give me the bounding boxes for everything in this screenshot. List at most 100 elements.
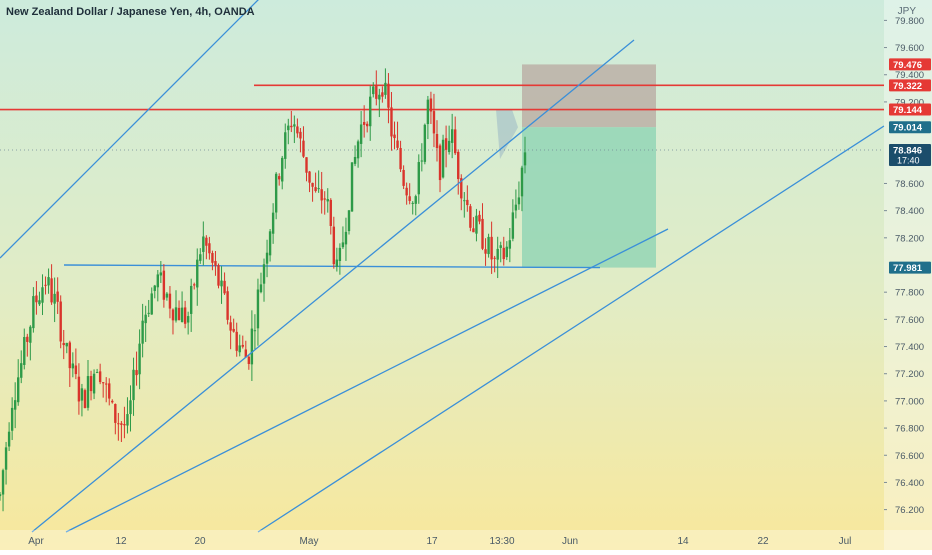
- candle[interactable]: [38, 291, 41, 306]
- candle[interactable]: [74, 348, 78, 380]
- candle[interactable]: [214, 250, 217, 276]
- candle[interactable]: [299, 128, 302, 153]
- candle[interactable]: [211, 250, 214, 271]
- candle[interactable]: [250, 310, 254, 381]
- candle[interactable]: [7, 422, 11, 451]
- candle[interactable]: [444, 125, 448, 168]
- take-profit-zone[interactable]: [522, 127, 656, 268]
- candle[interactable]: [499, 241, 502, 263]
- candle[interactable]: [123, 406, 126, 439]
- candle[interactable]: [356, 139, 360, 168]
- candle[interactable]: [235, 322, 238, 357]
- candle[interactable]: [171, 308, 175, 335]
- candle[interactable]: [423, 123, 427, 165]
- candle[interactable]: [484, 238, 487, 266]
- candle[interactable]: [4, 441, 8, 485]
- candle[interactable]: [265, 239, 269, 278]
- candle[interactable]: [517, 181, 521, 210]
- candle[interactable]: [259, 272, 263, 294]
- candle[interactable]: [177, 300, 181, 321]
- candle[interactable]: [202, 221, 205, 266]
- candle[interactable]: [217, 263, 220, 289]
- candle[interactable]: [241, 335, 244, 349]
- candle[interactable]: [329, 198, 332, 235]
- candle[interactable]: [111, 399, 114, 404]
- candle[interactable]: [332, 216, 336, 269]
- candle[interactable]: [441, 134, 445, 179]
- candle[interactable]: [384, 68, 387, 99]
- candle[interactable]: [457, 149, 460, 195]
- candle[interactable]: [472, 217, 475, 233]
- price-axis[interactable]: [884, 0, 932, 550]
- candle[interactable]: [438, 143, 442, 193]
- candle[interactable]: [372, 82, 375, 98]
- trendline-main-ascending[interactable]: [31, 39, 635, 533]
- candle[interactable]: [59, 295, 62, 349]
- candle[interactable]: [511, 199, 515, 242]
- candle[interactable]: [408, 183, 411, 205]
- candle[interactable]: [359, 111, 363, 158]
- candle[interactable]: [466, 185, 469, 212]
- candle[interactable]: [232, 318, 235, 333]
- candle[interactable]: [378, 88, 381, 118]
- candle[interactable]: [186, 311, 190, 335]
- candle[interactable]: [47, 268, 50, 294]
- candle[interactable]: [426, 95, 430, 140]
- candle[interactable]: [460, 174, 463, 211]
- candle[interactable]: [293, 115, 296, 144]
- candle[interactable]: [205, 235, 208, 260]
- candle[interactable]: [196, 248, 199, 306]
- candle[interactable]: [450, 113, 454, 159]
- candle[interactable]: [393, 121, 396, 150]
- candle[interactable]: [387, 73, 390, 124]
- candle[interactable]: [256, 278, 260, 346]
- candle[interactable]: [208, 236, 211, 260]
- candle[interactable]: [399, 140, 402, 173]
- candle[interactable]: [253, 314, 257, 350]
- candle[interactable]: [141, 303, 144, 358]
- candle[interactable]: [95, 368, 99, 374]
- candle[interactable]: [199, 248, 202, 264]
- candle[interactable]: [89, 370, 93, 401]
- candle[interactable]: [29, 325, 32, 361]
- candle[interactable]: [323, 191, 326, 215]
- candle[interactable]: [353, 145, 357, 167]
- candle[interactable]: [229, 315, 232, 350]
- candle[interactable]: [132, 357, 135, 416]
- candle[interactable]: [44, 276, 47, 295]
- candle[interactable]: [220, 266, 223, 304]
- candle[interactable]: [68, 340, 71, 387]
- candle[interactable]: [523, 136, 527, 174]
- candle[interactable]: [41, 274, 44, 316]
- candle[interactable]: [350, 162, 354, 212]
- candle[interactable]: [287, 118, 290, 145]
- trendline-lower-channel-2[interactable]: [257, 125, 885, 533]
- candle[interactable]: [277, 173, 281, 186]
- candle[interactable]: [35, 281, 38, 315]
- candle[interactable]: [26, 333, 29, 357]
- candle[interactable]: [478, 210, 481, 225]
- candle[interactable]: [174, 290, 178, 323]
- candle[interactable]: [514, 189, 518, 219]
- time-axis[interactable]: [0, 530, 932, 550]
- candle[interactable]: [53, 277, 56, 323]
- candle[interactable]: [490, 221, 493, 274]
- candle[interactable]: [23, 328, 26, 370]
- candle[interactable]: [520, 165, 524, 212]
- candle[interactable]: [505, 241, 508, 261]
- candle[interactable]: [10, 397, 14, 441]
- candle[interactable]: [469, 203, 472, 232]
- candle[interactable]: [296, 118, 299, 138]
- candle[interactable]: [65, 342, 68, 354]
- candle[interactable]: [326, 188, 329, 213]
- candle[interactable]: [117, 412, 120, 441]
- stop-loss-zone[interactable]: [522, 64, 656, 128]
- candle[interactable]: [362, 105, 366, 138]
- candle[interactable]: [417, 154, 420, 204]
- candle[interactable]: [156, 269, 160, 302]
- candle[interactable]: [414, 194, 417, 216]
- candle[interactable]: [86, 360, 90, 411]
- candle[interactable]: [365, 121, 369, 133]
- candle[interactable]: [271, 203, 275, 244]
- candle[interactable]: [305, 157, 308, 182]
